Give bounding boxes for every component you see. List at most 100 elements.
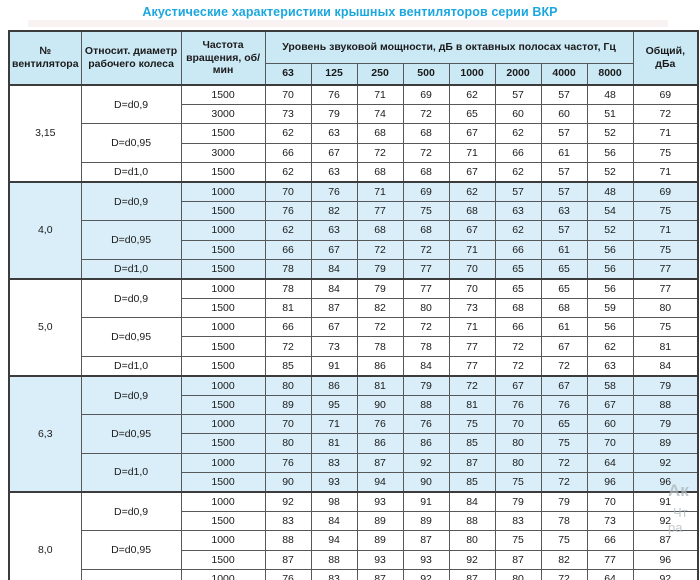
table-row: 1500 83 84 89 89 88 83 78 73 92: [9, 511, 699, 532]
level-cell: 71: [448, 317, 496, 338]
level-cell: 66: [494, 317, 542, 338]
level-cell: 79: [402, 374, 450, 396]
level-cell: 77: [356, 201, 404, 222]
level-cell: 87: [310, 298, 358, 319]
level-cell: 68: [402, 220, 450, 241]
table-row: 3,15 D=d0,9 1500 70 76 71 69 62 57 57 48 69: [8, 84, 699, 183]
rpm-cell: 1500: [180, 161, 266, 183]
level-cell: 72: [448, 374, 496, 396]
level-cell: 71: [310, 414, 358, 435]
diameter-cell: D=d0,95: [80, 317, 182, 357]
level-cell: 68: [356, 123, 404, 144]
level-cell: 61: [540, 239, 588, 260]
level-cell: 75: [448, 414, 496, 435]
level-cell: 93: [356, 490, 404, 513]
level-cell: 93: [402, 549, 450, 570]
level-cell: 57: [540, 123, 588, 144]
level-cell: 88: [310, 549, 358, 570]
freq-header-row: 63 125 250 500 1000 2000 4000 8000: [9, 62, 698, 86]
level-cell: 89: [356, 530, 404, 551]
level-cell: 67: [448, 123, 496, 144]
rpm-cell: 1000: [180, 414, 266, 435]
level-cell: 87: [448, 452, 496, 473]
total-cell: 75: [632, 201, 699, 222]
freq-header-cell: 4000: [540, 62, 588, 86]
level-cell: 63: [540, 201, 588, 222]
level-cell: 56: [586, 142, 634, 163]
level-cell: 90: [264, 471, 312, 493]
rpm-cell: 1500: [180, 355, 266, 377]
level-cell: 77: [586, 549, 634, 570]
level-cell: 63: [310, 161, 358, 183]
level-cell: 80: [494, 452, 542, 473]
total-cell: 77: [632, 258, 699, 280]
level-cell: 62: [586, 336, 634, 357]
table-row: 1500 81 87 82 80 73 68 68 59 80: [9, 298, 699, 319]
level-cell: 72: [402, 317, 450, 338]
table-row: 1500 87 88 93 93 92 87 82 77 96: [9, 549, 699, 570]
level-cell: 85: [448, 471, 496, 493]
level-cell: 92: [264, 490, 312, 513]
level-cell: 79: [540, 490, 588, 513]
level-cell: 87: [402, 530, 450, 551]
level-cell: 66: [494, 239, 542, 260]
total-cell: 96: [632, 549, 699, 570]
diameter-cell: D=d1,0: [80, 568, 182, 580]
rpm-cell: 1000: [180, 530, 266, 551]
level-cell: 82: [310, 201, 358, 222]
level-cell: 82: [356, 298, 404, 319]
level-cell: 65: [540, 258, 588, 280]
table-row: D=d0,95 1500 62 63 68 68 67 62 57 52 71: [9, 123, 699, 163]
level-cell: 51: [586, 104, 634, 125]
level-cell: 80: [264, 374, 312, 396]
rpm-cell: 1500: [180, 336, 266, 357]
header-total: Общий, дБа: [632, 30, 699, 86]
level-cell: 83: [310, 452, 358, 473]
fan-number-cell: 6,3: [8, 374, 82, 493]
level-cell: 70: [264, 414, 312, 435]
level-cell: 70: [264, 180, 312, 203]
total-cell: 79: [632, 414, 699, 435]
freq-header-cell: 125: [310, 62, 358, 86]
table-row: D=d0,95 1000 62 63 68 68 67 62 57 52 71: [9, 220, 699, 260]
level-cell: 57: [494, 84, 542, 106]
level-cell: 73: [448, 298, 496, 319]
level-cell: 72: [356, 239, 404, 260]
level-cell: 91: [402, 490, 450, 513]
level-cell: 56: [586, 258, 634, 280]
total-cell: 69: [632, 180, 699, 203]
total-cell: 69: [632, 84, 699, 106]
total-cell: 92: [632, 568, 699, 580]
level-cell: 73: [586, 511, 634, 532]
level-cell: 87: [356, 568, 404, 580]
level-cell: 52: [586, 161, 634, 183]
freq-header-cell: 500: [402, 62, 450, 86]
total-cell: 88: [632, 394, 699, 416]
header-rel-diameter: Относит. диаметр рабочего колеса: [80, 30, 182, 86]
level-cell: 72: [540, 568, 588, 580]
total-cell: 75: [632, 142, 699, 163]
rpm-cell: 1500: [180, 298, 266, 319]
level-cell: 85: [264, 355, 312, 377]
level-cell: 66: [586, 530, 634, 551]
rpm-cell: 1500: [180, 84, 266, 106]
level-cell: 78: [264, 277, 312, 300]
level-cell: 76: [494, 394, 542, 416]
level-cell: 57: [540, 84, 588, 106]
level-cell: 93: [356, 549, 404, 570]
level-cell: 65: [540, 414, 588, 435]
level-cell: 67: [586, 394, 634, 416]
level-cell: 71: [448, 239, 496, 260]
level-cell: 95: [310, 394, 358, 416]
freq-header-cell: 250: [356, 62, 404, 86]
level-cell: 73: [310, 336, 358, 357]
level-cell: 82: [540, 549, 588, 570]
level-cell: 76: [356, 414, 404, 435]
table-row: 4,0 D=d0,9 1000 70 76 71 69 62 57 57 48 69: [8, 180, 699, 280]
level-cell: 59: [586, 298, 634, 319]
level-cell: 72: [402, 104, 450, 125]
level-cell: 96: [586, 471, 634, 493]
diameter-cell: D=d0,95: [80, 220, 182, 260]
total-cell: 80: [632, 298, 699, 319]
table-row: D=d0,95 1000 88 94 89 87 80 75 75 66 87: [9, 530, 699, 570]
